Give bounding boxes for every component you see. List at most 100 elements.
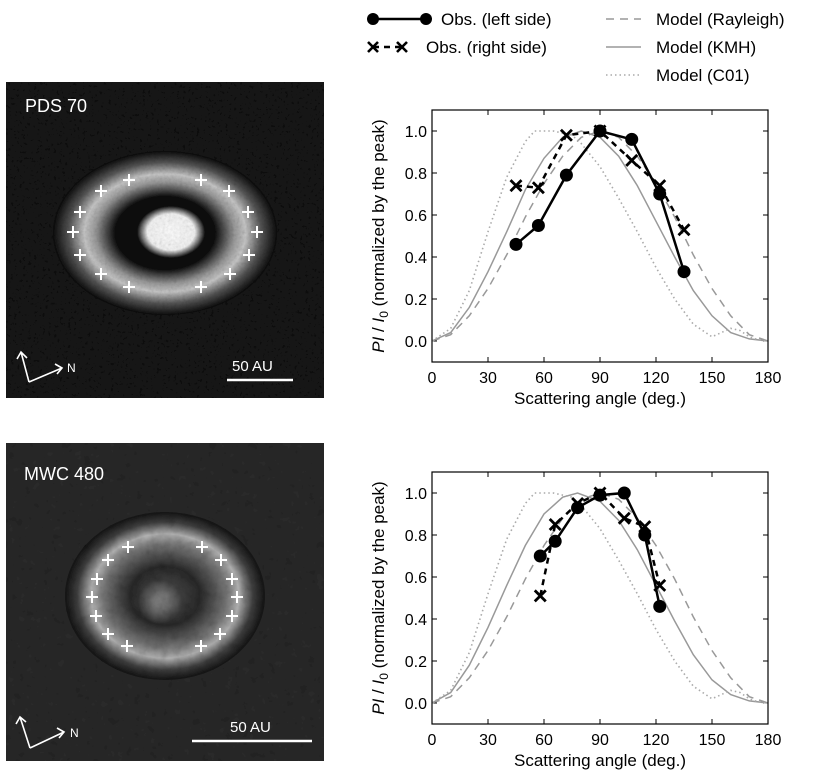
x-tick-label: 0 bbox=[428, 732, 437, 749]
y-tick-label: 0.6 bbox=[405, 208, 427, 225]
cross-marker bbox=[215, 554, 227, 566]
plot-frame bbox=[431, 109, 769, 363]
y-tick-label: 0.2 bbox=[405, 654, 427, 671]
x-tick-label: 0 bbox=[428, 370, 437, 387]
data-point-obs-left bbox=[548, 534, 562, 548]
cross-marker bbox=[121, 640, 133, 652]
compass-arrow-east bbox=[16, 350, 30, 383]
cross-marker bbox=[195, 174, 207, 186]
disk-center-blob bbox=[137, 206, 205, 258]
data-point-obs-left bbox=[677, 265, 691, 279]
data-point-obs-right bbox=[677, 223, 691, 237]
y-tick-label: 0.2 bbox=[405, 292, 427, 309]
y-tick-label: 0.4 bbox=[405, 612, 427, 629]
legend-obs-left-label: Obs. (left side) bbox=[441, 10, 552, 29]
data-point-obs-left bbox=[617, 486, 631, 500]
cross-marker bbox=[224, 268, 236, 280]
x-tick-label: 150 bbox=[699, 370, 726, 387]
cross-marker bbox=[214, 628, 226, 640]
x-tick-label: 120 bbox=[643, 370, 670, 387]
x-tick-label: 120 bbox=[643, 732, 670, 749]
cross-marker bbox=[91, 573, 103, 585]
series-line-model-rayleigh bbox=[431, 492, 769, 704]
y-tick-label: 1.0 bbox=[405, 124, 427, 141]
cross-marker bbox=[123, 281, 135, 293]
series-line-model-kmh bbox=[431, 130, 769, 342]
legend-obs-right: Obs. (right side) bbox=[367, 38, 547, 57]
legend-obs-right-marker bbox=[396, 41, 408, 53]
x-axis-label: Scattering angle (deg.) bbox=[514, 751, 686, 770]
cross-marker bbox=[242, 206, 254, 218]
data-point-obs-right bbox=[531, 181, 545, 195]
y-tick-label: 0.8 bbox=[405, 528, 427, 545]
cross-marker bbox=[95, 185, 107, 197]
cross-marker bbox=[74, 249, 86, 261]
compass-n-label: N bbox=[67, 361, 76, 375]
series-line-obs-left bbox=[515, 129, 686, 273]
legend-model-c01-label: Model (C01) bbox=[656, 66, 750, 85]
y-tick-label: 0.6 bbox=[405, 570, 427, 587]
legend: Obs. (left side) Obs. (right side) Model… bbox=[367, 10, 785, 85]
y-axis-label-slash: / bbox=[369, 323, 388, 337]
data-point-obs-left bbox=[638, 528, 652, 542]
pds70-label: PDS 70 bbox=[25, 96, 87, 116]
cross-marker bbox=[226, 573, 238, 585]
chart-mwc480: 0 30 60 90 120 150 180 0.0 0.2 0.4 0.6 0.8 1.0 Scatte… bbox=[369, 471, 782, 770]
data-point-obs-left bbox=[531, 219, 545, 232]
y-axis-label: PI / I0 (normalized by the peak) bbox=[369, 481, 391, 714]
x-tick-label: 90 bbox=[591, 732, 609, 749]
compass-arrow-north bbox=[29, 727, 66, 749]
cross-marker bbox=[123, 174, 135, 186]
y-axis-label-rest: (normalized by the peak) bbox=[369, 481, 388, 673]
measurement-crosses bbox=[67, 174, 263, 293]
data-point-obs-left bbox=[653, 187, 667, 201]
x-tick-label: 180 bbox=[755, 370, 782, 387]
compass-n-label: N bbox=[70, 726, 79, 740]
data-point-obs-right bbox=[625, 153, 639, 167]
cross-marker bbox=[90, 610, 102, 622]
data-point-obs-right bbox=[617, 511, 631, 525]
data-point-obs-left bbox=[559, 168, 573, 182]
x-tick-label: 30 bbox=[479, 732, 497, 749]
series-line-model-kmh bbox=[431, 492, 769, 704]
scale-bar-label: 50 AU bbox=[232, 358, 273, 375]
x-tick-label: 30 bbox=[479, 370, 497, 387]
data-point-obs-right bbox=[509, 179, 523, 193]
series-line-model-c01 bbox=[431, 130, 769, 342]
legend-obs-left: Obs. (left side) bbox=[367, 10, 552, 29]
cross-marker bbox=[251, 226, 263, 238]
x-tick-label: 60 bbox=[535, 732, 553, 749]
y-axis-label-sub: 0 bbox=[377, 311, 391, 318]
chart-pds70: 0 30 60 90 120 150 180 0.0 0.2 0.4 0.6 0.8 1.0 Scatte… bbox=[369, 109, 782, 408]
y-axis-label-pi: PI bbox=[369, 698, 388, 714]
legend-model-rayleigh: Model (Rayleigh) bbox=[606, 10, 785, 29]
series-line-model-rayleigh bbox=[431, 130, 769, 342]
y-tick-label: 1.0 bbox=[405, 486, 427, 503]
legend-model-kmh: Model (KMH) bbox=[606, 38, 756, 57]
compass-arrow-north bbox=[28, 363, 64, 383]
legend-model-kmh-label: Model (KMH) bbox=[656, 38, 756, 57]
y-axis-label-slash: / bbox=[369, 685, 388, 699]
y-axis-label: PI / I0 (normalized by the peak) bbox=[369, 119, 391, 352]
cross-marker bbox=[243, 249, 255, 261]
cross-marker bbox=[74, 206, 86, 218]
cross-marker bbox=[226, 610, 238, 622]
legend-obs-right-label: Obs. (right side) bbox=[426, 38, 547, 57]
data-point-obs-left bbox=[593, 488, 607, 502]
data-point-obs-left bbox=[533, 549, 547, 563]
data-point-obs-left bbox=[625, 132, 639, 146]
compass-arrows bbox=[16, 350, 64, 383]
compass-arrows bbox=[15, 715, 66, 749]
cross-marker bbox=[196, 541, 208, 553]
x-tick-label: 180 bbox=[755, 732, 782, 749]
y-tick-label: 0.0 bbox=[405, 334, 427, 351]
data-point-obs-left bbox=[571, 501, 585, 515]
cross-marker bbox=[95, 268, 107, 280]
data-point-obs-right bbox=[559, 128, 573, 142]
series-line-model-c01 bbox=[431, 492, 769, 704]
data-point-obs-left bbox=[509, 237, 523, 251]
legend-obs-left-marker bbox=[420, 13, 432, 25]
cross-marker bbox=[195, 281, 207, 293]
data-point-obs-left bbox=[593, 124, 607, 138]
